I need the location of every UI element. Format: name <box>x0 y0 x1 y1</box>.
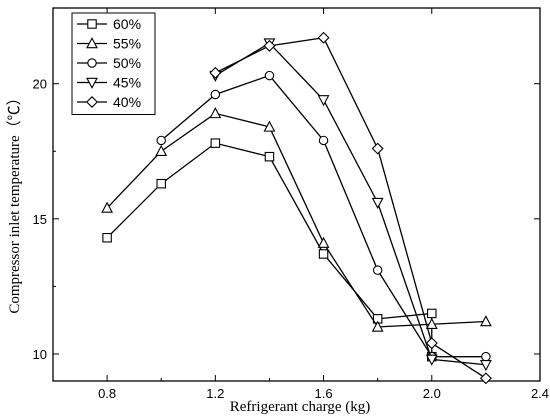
y-tick-label: 20 <box>33 77 47 92</box>
data-point-45pct <box>371 197 384 209</box>
plot-area: 0.8 1.2 1.6 2.0 2.4 10 15 20 <box>33 7 549 401</box>
legend-label: 40% <box>113 94 141 110</box>
data-point-60pct <box>102 232 112 243</box>
data-point-55pct <box>209 107 222 119</box>
data-point-60pct <box>318 249 329 259</box>
data-point-60pct <box>427 308 437 319</box>
legend-marker <box>87 58 97 68</box>
data-point-55pct <box>155 144 168 157</box>
data-point-40pct <box>425 337 438 350</box>
data-point-55pct <box>263 120 276 132</box>
y-axis-title: Compressor inlet temperature（℃） <box>6 90 23 313</box>
data-point-55pct <box>371 320 384 332</box>
data-point-50pct <box>318 135 329 146</box>
legend-label: 55% <box>113 36 141 52</box>
legend-label: 50% <box>113 55 141 71</box>
x-tick-label: 1.6 <box>315 386 333 401</box>
plot-frame <box>52 7 541 382</box>
data-point-50pct <box>481 351 491 362</box>
data-point-45pct <box>479 360 492 372</box>
x-tick-label: 1.2 <box>206 386 224 401</box>
legend-marker <box>87 19 97 29</box>
data-point-60pct <box>264 151 275 162</box>
data-point-45pct <box>425 354 438 366</box>
data-point-55pct <box>479 315 492 327</box>
data-point-40pct <box>209 66 222 79</box>
data-point-45pct <box>317 95 330 107</box>
legend-label: 60% <box>113 16 141 32</box>
data-point-50pct <box>156 135 166 146</box>
data-point-55pct <box>101 201 114 213</box>
y-tick-label: 15 <box>33 212 47 227</box>
legend-box <box>71 12 156 115</box>
data-point-50pct <box>264 70 275 81</box>
data-point-60pct <box>210 138 221 148</box>
data-point-40pct <box>317 31 330 44</box>
series-line-40pct <box>215 37 487 379</box>
x-tick-label: 0.8 <box>98 386 116 401</box>
data-point-40pct <box>479 372 492 385</box>
data-point-55pct <box>425 317 438 329</box>
x-tick-label: 2.0 <box>423 386 441 401</box>
y-tick-label: 10 <box>33 347 47 362</box>
legend-marker <box>86 37 98 49</box>
data-point-50pct <box>210 89 221 100</box>
x-tick-label: 2.4 <box>531 386 549 401</box>
data-point-55pct <box>317 236 330 248</box>
legend-marker <box>86 77 98 89</box>
data-point-60pct <box>156 178 166 189</box>
legend-marker <box>86 96 98 108</box>
legend-label: 45% <box>113 75 141 91</box>
data-point-40pct <box>371 142 384 155</box>
x-axis-title: Refrigerant charge (kg) <box>230 399 371 415</box>
legend: 60% 55% 50% 45% 40% <box>71 12 156 115</box>
series-line-55pct <box>106 112 486 328</box>
data-point-50pct <box>372 265 383 275</box>
series-line-45pct <box>214 42 486 366</box>
series-line-60pct <box>106 142 433 357</box>
data-point-40pct <box>263 39 276 52</box>
